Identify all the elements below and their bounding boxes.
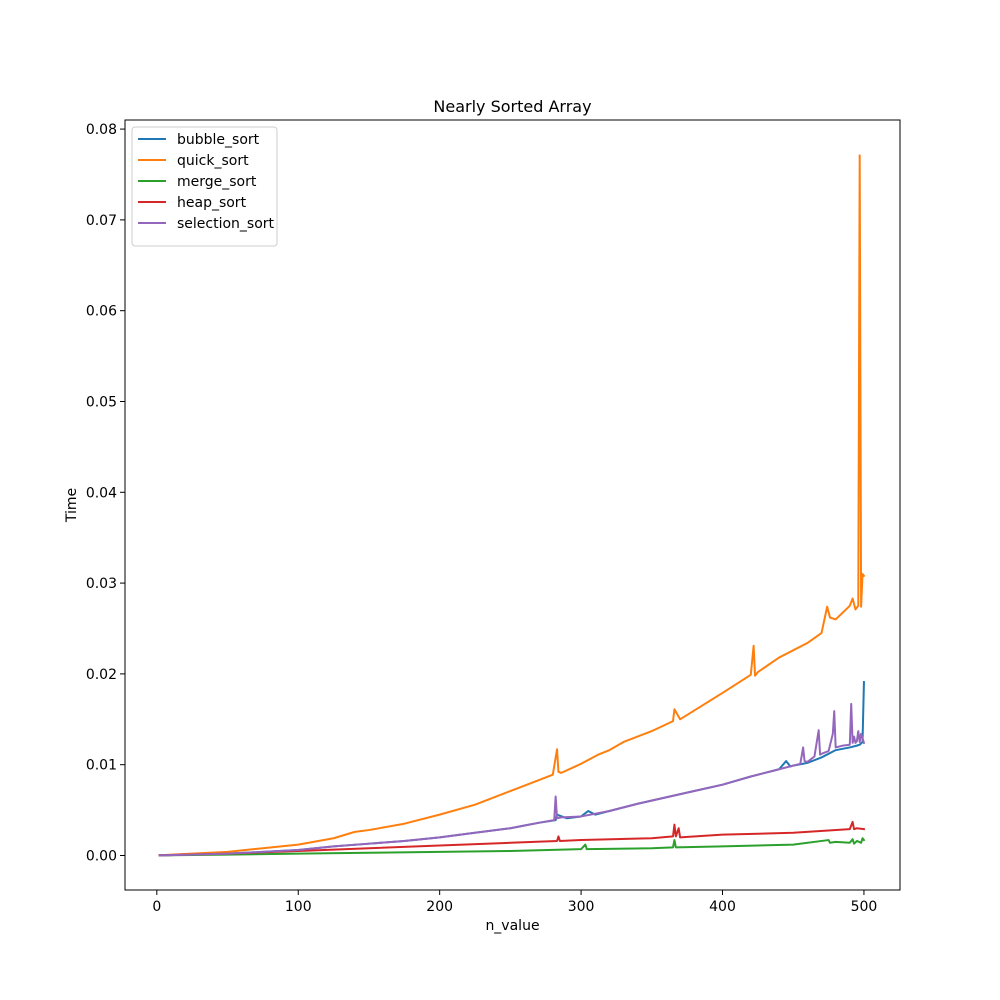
x-axis-ticks: 0 100 200 300 400 500	[152, 890, 877, 915]
series-line-merge-sort	[158, 837, 866, 857]
y-tick-label: 0.06	[86, 304, 117, 320]
x-tick-label: 100	[285, 899, 312, 915]
y-tick-label: 0.07	[86, 213, 117, 229]
legend-box	[131, 126, 278, 247]
legend-label-quick-sort: quick_sort	[177, 153, 249, 169]
y-tick-label: 0.05	[86, 394, 117, 410]
y-axis-label: Time	[64, 488, 80, 523]
chart-title: Nearly Sorted Array	[433, 97, 591, 116]
series-layer	[158, 154, 866, 857]
plot-frame	[124, 119, 901, 891]
legend-label-merge-sort: merge_sort	[177, 174, 257, 190]
y-tick-label: 0.02	[86, 667, 117, 683]
y-tick-label: 0.00	[86, 848, 117, 864]
series-line-quick-sort	[158, 154, 866, 857]
series-line-heap-sort	[158, 820, 866, 857]
y-tick-label: 0.01	[86, 758, 117, 774]
plot-background	[125, 120, 900, 890]
x-tick-label: 300	[568, 899, 595, 915]
plot-area	[124, 119, 901, 891]
legend-label-selection-sort: selection_sort	[177, 216, 275, 232]
x-tick-label: 200	[426, 899, 453, 915]
legend: bubble_sort quick_sort merge_sort heap_sort…	[131, 126, 278, 247]
x-axis-label: n_value	[485, 918, 539, 934]
x-tick-label: 0	[152, 899, 161, 915]
y-tick-label: 0.08	[86, 122, 117, 138]
legend-label-heap-sort: heap_sort	[177, 195, 247, 211]
x-tick-label: 500	[851, 899, 878, 915]
y-axis-ticks: 0.00 0.01 0.02 0.03 0.04 0.05 0.06 0.07 0.08	[86, 122, 125, 864]
series-line-selection-sort	[158, 702, 866, 857]
y-tick-label: 0.04	[86, 485, 117, 501]
y-tick-label: 0.03	[86, 576, 117, 592]
legend-label-bubble-sort: bubble_sort	[177, 132, 260, 148]
x-tick-label: 400	[709, 899, 736, 915]
